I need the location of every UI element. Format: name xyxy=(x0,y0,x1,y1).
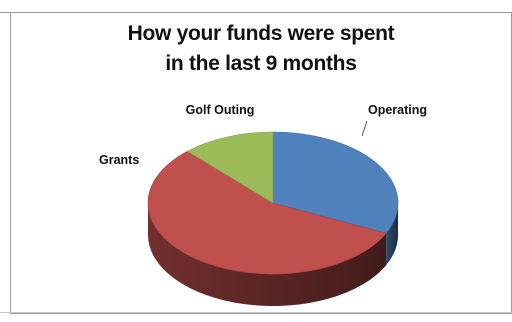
chart-area[interactable]: How your funds were spent in the last 9 … xyxy=(10,12,512,314)
pie-slice-operating[interactable] xyxy=(272,131,399,234)
sheet-bottom-line xyxy=(0,312,512,313)
chart-title-line-2: in the last 9 months xyxy=(165,52,357,75)
pie-side-shade-grants xyxy=(148,203,387,306)
pie-slice-golf-outing[interactable] xyxy=(186,131,274,204)
chart-title: How your funds were spent in the last 9 … xyxy=(11,19,511,79)
pie-tops xyxy=(147,131,399,275)
pie-labels: Operating Grants Golf Outing xyxy=(99,103,427,167)
slice-label-operating: Operating xyxy=(368,103,427,117)
pie-leaders xyxy=(361,120,368,137)
pie-chart: Operating Grants Golf Outing xyxy=(99,103,427,306)
pie-slice-grants[interactable] xyxy=(147,150,387,275)
leader-line-operating xyxy=(361,120,368,137)
slice-label-golf-outing: Golf Outing xyxy=(186,103,255,117)
chart-title-line-1: How your funds were spent xyxy=(127,22,395,45)
slice-label-grants: Grants xyxy=(99,153,139,167)
